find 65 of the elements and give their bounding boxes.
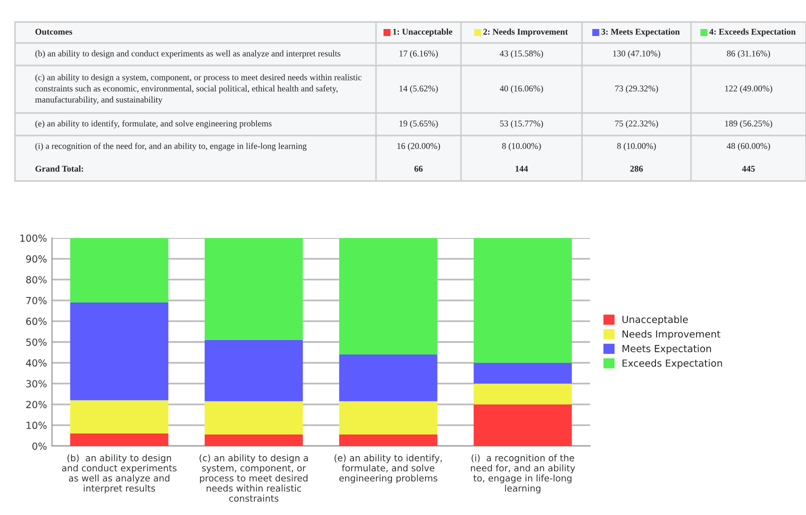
text: (c) an ability to design a system, component, or process to meet desired needs within realistic constraints such as economic, environmental, social political, ethical health and safety, manufacturability, and sustainability bbox=[35, 74, 362, 104]
text: Grand Total: bbox=[35, 166, 84, 172]
text: 86 (31.16%) bbox=[726, 50, 770, 58]
bar bbox=[70, 434, 168, 446]
bar bbox=[474, 404, 572, 446]
text: 286 bbox=[630, 166, 643, 172]
y-tick-label: 40% bbox=[26, 359, 47, 367]
text: (e) an ability to identify, formulate, and solve engineering problems bbox=[35, 120, 272, 128]
text: 40 (16.06%) bbox=[500, 85, 543, 94]
bar bbox=[339, 354, 438, 402]
x-tick-label: (e) an ability to identify, formulate, and solve engineering problems bbox=[334, 454, 442, 484]
text: 8 (10.00%) bbox=[617, 142, 656, 151]
x-tick-label: (b) an ability to design and conduct experiments as well as analyze and interpret results bbox=[62, 454, 177, 494]
text: 53 (15.77%) bbox=[500, 120, 543, 128]
text: 2: Needs Improvement bbox=[483, 28, 568, 36]
bar bbox=[204, 238, 303, 340]
bar bbox=[339, 434, 438, 446]
bar bbox=[70, 400, 168, 434]
text: (i) a recognition of the need for, and an ability to, engage in life-long learning bbox=[35, 142, 307, 151]
text: 189 (56.25%) bbox=[725, 120, 772, 128]
text: 122 (49.00%) bbox=[725, 85, 772, 94]
bar bbox=[339, 238, 438, 354]
text: 130 (47.10%) bbox=[613, 50, 660, 58]
text: 8 (10.00%) bbox=[502, 142, 541, 151]
text: 73 (29.32%) bbox=[615, 85, 658, 94]
text: 48 (60.00%) bbox=[726, 142, 770, 151]
y-tick-label: 50% bbox=[26, 338, 47, 346]
legend-label: Needs Improvement bbox=[622, 330, 720, 340]
text: 75 (22.32%) bbox=[615, 120, 658, 128]
text: 17 (6.16%) bbox=[400, 50, 438, 58]
text: 16 (20.00%) bbox=[397, 142, 440, 151]
text: 1: Unacceptable bbox=[393, 28, 452, 36]
y-tick-label: 20% bbox=[26, 400, 47, 408]
x-tick-label: (i) a recognition of the need for, and an ability to, engage in life-long learning bbox=[470, 454, 576, 494]
text: Outcomes bbox=[35, 28, 72, 35]
text: 43 (15.58%) bbox=[500, 50, 543, 58]
bar bbox=[204, 340, 303, 402]
legend-label: Meets Expectation bbox=[622, 344, 711, 354]
text: 3: Meets Expectation bbox=[601, 28, 680, 36]
bar bbox=[70, 238, 168, 302]
bar bbox=[339, 401, 438, 435]
text: 14 (5.62%) bbox=[400, 85, 438, 94]
y-tick-label: 100% bbox=[20, 234, 47, 242]
y-tick-label: 60% bbox=[26, 318, 47, 326]
legend-label: Unacceptable bbox=[622, 316, 688, 326]
y-tick-label: 90% bbox=[26, 255, 47, 263]
text: (b) an ability to design and conduct experiments as well as analyze and interpret results bbox=[35, 50, 340, 58]
y-tick-label: 80% bbox=[26, 276, 47, 284]
text: 445 bbox=[742, 166, 755, 172]
bar bbox=[204, 401, 303, 435]
y-tick-label: 0% bbox=[32, 442, 47, 450]
text: 4: Exceeds Expectation bbox=[709, 28, 796, 36]
y-tick-label: 30% bbox=[26, 380, 47, 388]
bar bbox=[70, 302, 168, 400]
text: 66 bbox=[414, 166, 423, 172]
text: 19 (5.65%) bbox=[400, 120, 438, 128]
legend-label: Exceeds Expectation bbox=[622, 359, 722, 369]
text: 144 bbox=[516, 166, 528, 172]
bar bbox=[474, 362, 572, 384]
bar bbox=[204, 434, 303, 446]
y-tick-label: 10% bbox=[26, 422, 47, 430]
bar bbox=[474, 384, 572, 404]
bar bbox=[474, 238, 572, 363]
y-tick-label: 70% bbox=[26, 296, 47, 304]
x-tick-label: (c) an ability to design a system, component, or process to meet desired needs within realistic constraints bbox=[200, 454, 308, 502]
